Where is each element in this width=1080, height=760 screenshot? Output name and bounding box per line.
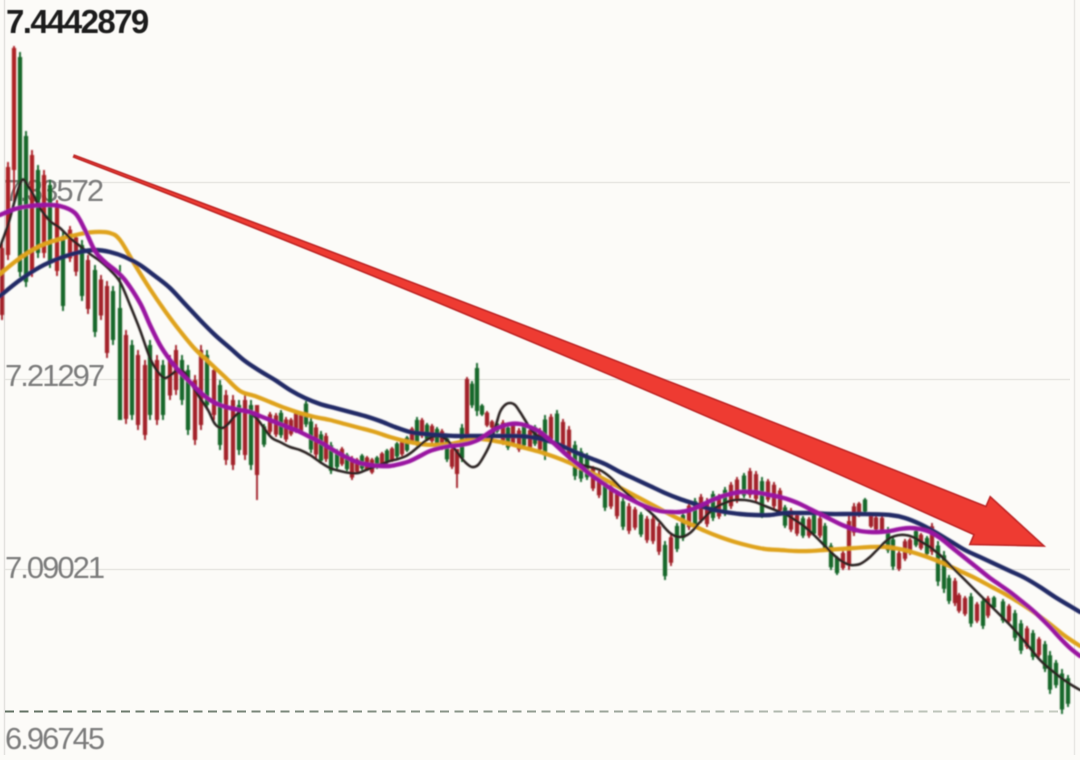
svg-text:7.21297: 7.21297 (5, 358, 104, 393)
svg-text:7.4442879: 7.4442879 (6, 3, 149, 40)
svg-text:6.96745: 6.96745 (5, 721, 104, 755)
svg-text:7.09021: 7.09021 (5, 550, 104, 585)
